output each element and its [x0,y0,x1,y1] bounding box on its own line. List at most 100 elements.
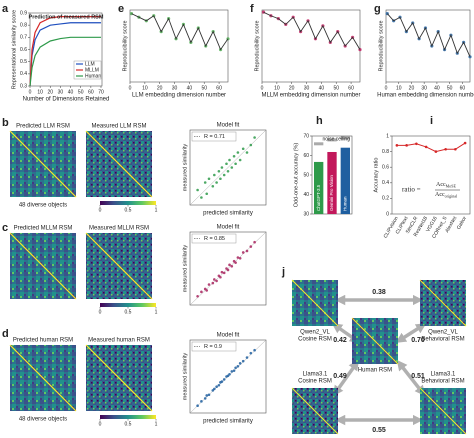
y-axis-label: Reproducibility score [122,20,128,71]
point [203,181,207,184]
x-tick-label: 20 [157,85,163,91]
bar [314,161,324,214]
x-tick-label: 60 [216,85,222,91]
y-tick-label: 60 [303,153,309,159]
chart-title: Model fit [217,333,240,339]
point [215,279,218,283]
noise-ceiling [327,138,337,142]
point [230,166,234,169]
x-tick-label: 0 [385,85,388,91]
point [232,154,236,158]
x-tick-label: 10 [37,89,43,95]
edge-label: 0.55 [372,427,386,434]
y-axis-label: measured similarity [182,353,188,401]
y-tick-label: 1 [386,133,389,139]
point [253,348,256,352]
x-tick-label: 40 [187,85,193,91]
x-tick-label: 60 [348,85,354,91]
edge-label: 0.42 [333,337,347,344]
x-tick-label: 10 [274,85,280,91]
point [213,387,216,391]
y-axis-label: measured similarity [182,245,188,293]
point [236,256,240,259]
heatmap-note: 48 diverse objects [19,203,67,209]
chart: 0.3 0.4 0.5 0.6 0.7 0.8 0.9 0 10 20 30 40 50 60 70 Numb… [11,10,109,103]
line-series [396,142,466,153]
colorbar-tick-label: 0.5 [125,207,132,213]
annotation: R = 0.9 [204,344,222,350]
heatmap-title: Measured LLM RSM [91,124,146,130]
formula: Acc [436,182,446,188]
point [196,188,199,192]
point [245,151,249,154]
x-axis-label: predicted similarity [203,419,253,425]
line-series [29,16,101,87]
x-tick-label: 70 [98,89,104,95]
point [238,158,242,162]
x-axis-label: Human embedding dimension number [377,93,474,99]
panel-label: i [430,115,433,127]
chart: predicted similarity measured similarity M… [182,123,267,217]
x-tick-label: 10 [396,85,402,91]
point [219,177,222,181]
chart: 30 40 50 60 70 Odd-one-out accuracy (%) ChatGP… [293,133,353,217]
point [249,245,253,248]
point [238,362,242,365]
point [226,169,230,173]
x-tick-label: 20 [48,89,54,95]
bar-label: Human [343,196,348,211]
chart: 0 10 20 30 40 50 60 LLM embedding dimension num… [122,9,230,99]
heatmap-title: Predicted LLM RSM [16,124,70,130]
point [424,145,428,149]
point [228,373,231,376]
edge-label: 0.49 [333,373,347,380]
point [215,181,218,184]
chart: 0 10 20 30 40 50 60 MLLM embedding dimension nu… [254,9,362,99]
plot-frame [385,9,471,83]
y-tick-label: 40 [303,192,309,198]
point [215,385,218,389]
identity-line [189,129,267,206]
y-tick-label: 0.4 [382,180,389,186]
x-tick-label: 20 [409,85,415,91]
legend-label: Human [85,73,101,79]
point [213,173,216,177]
point [405,144,408,147]
point [234,162,237,166]
y-tick-label: 0.2 [382,196,389,202]
node-label: Qwen2_VL [300,330,330,336]
x-axis-label: Number of Dimensions Retained [23,97,110,103]
point [200,196,203,199]
line-series [29,36,101,87]
heatmap-diagonal [419,387,467,435]
x-tick-label: 60 [460,85,466,91]
point [468,55,472,59]
heatmap-diagonal [85,344,153,412]
x-tick-label: 50 [333,85,339,91]
y-tick-label: 0.8 [382,149,389,155]
point [236,151,240,154]
chart: measured similarity Model fit R = 0.85 [182,225,267,306]
panel-label: c [2,222,8,234]
formula: ratio = [402,186,421,194]
point [222,378,226,381]
chart: predicted similarity measured similarity M… [182,333,267,425]
point [234,366,237,370]
y-tick-label: 0.5 [20,59,27,65]
x-tick-label: 0 [129,85,132,91]
point [454,147,457,151]
heatmap-diagonal [9,232,77,300]
point [205,192,209,196]
x-tick-label: 10 [142,85,148,91]
node-label: Behavioral RSM [421,379,464,385]
colorbar-tick-label: 0.5 [125,309,132,315]
plot-frame [189,339,267,414]
point [220,166,224,169]
point [211,281,215,285]
point [219,275,222,279]
y-tick-label: 0 [386,211,389,217]
colorbar-tick-label: 0 [99,309,102,315]
y-tick-label: 0.8 [20,22,27,28]
